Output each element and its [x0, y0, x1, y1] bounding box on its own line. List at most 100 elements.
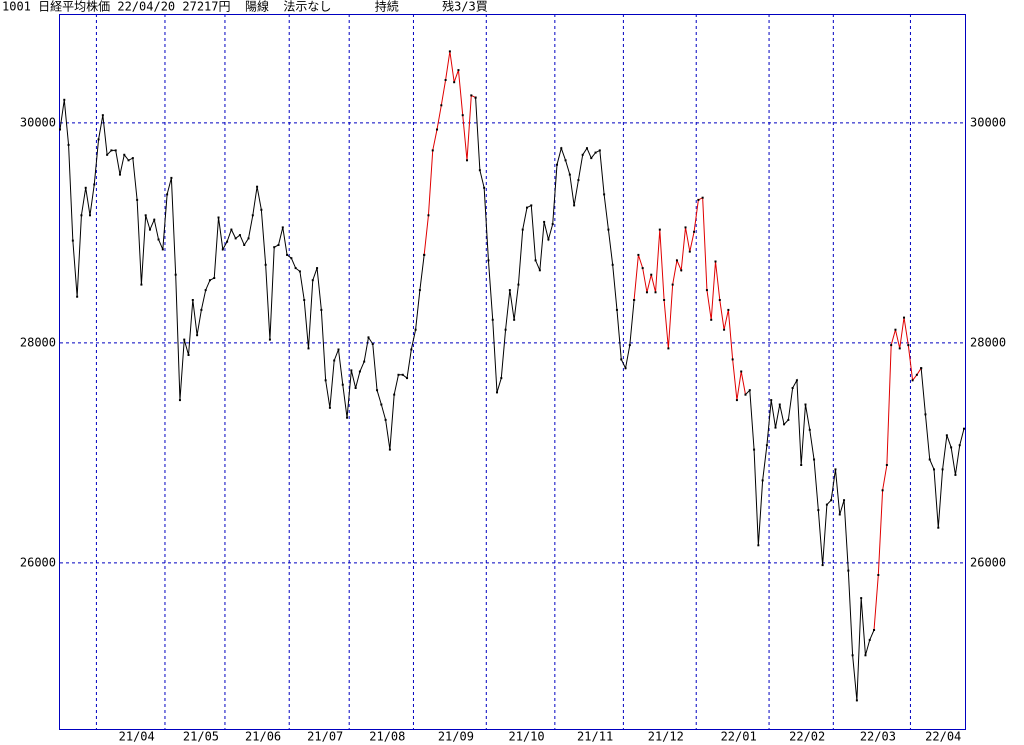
price-point: [298, 270, 301, 273]
price-point: [667, 347, 670, 350]
price-point: [114, 149, 117, 152]
price-point: [324, 379, 327, 382]
price-point: [161, 248, 164, 251]
y-tick-label-right: 28000: [970, 335, 1006, 349]
price-point: [624, 367, 627, 370]
price-point: [753, 448, 756, 451]
price-point: [654, 291, 657, 294]
price-point: [247, 237, 250, 240]
price-point: [200, 308, 203, 311]
price-point: [718, 299, 721, 301]
price-point: [290, 257, 293, 260]
price-point: [564, 159, 567, 162]
price-point: [950, 446, 953, 449]
price-point: [401, 373, 404, 376]
price-point: [508, 289, 511, 292]
price-point: [757, 544, 760, 547]
price-point: [637, 253, 640, 256]
price-point: [710, 318, 713, 321]
price-point: [376, 389, 379, 392]
price-point: [761, 479, 764, 482]
price-point: [941, 468, 944, 471]
price-point: [217, 216, 220, 219]
price-point: [491, 318, 494, 321]
price-point: [688, 250, 691, 253]
price-point: [80, 214, 83, 217]
price-point: [294, 267, 297, 270]
price-point: [701, 196, 704, 199]
price-point: [153, 218, 156, 221]
price-point: [191, 299, 194, 301]
price-point: [311, 279, 314, 282]
price-point: [765, 444, 768, 447]
price-point: [920, 367, 923, 370]
price-point: [341, 383, 344, 386]
price-point: [234, 237, 237, 240]
x-tick-label: 22/02: [789, 730, 825, 744]
x-tick-label: 21/07: [307, 730, 343, 744]
price-point: [496, 391, 499, 394]
price-point: [620, 358, 623, 361]
price-point: [855, 699, 858, 702]
price-point: [675, 259, 678, 262]
price-point: [560, 147, 563, 150]
price-point: [367, 336, 370, 339]
price-line: [59, 97, 965, 701]
price-point: [723, 328, 726, 331]
price-point: [770, 399, 773, 402]
price-point: [221, 248, 224, 251]
chart-title: 1001 日経平均株価 22/04/20 27217円 陽線 法示なし 持続 残…: [2, 0, 488, 14]
price-point: [363, 360, 366, 363]
plot-frame: [59, 14, 966, 730]
x-tick-label: 21/11: [577, 730, 613, 744]
price-point: [101, 114, 104, 117]
price-point: [63, 98, 66, 101]
price-point: [320, 308, 323, 311]
price-point: [243, 244, 246, 246]
price-point: [337, 348, 340, 351]
price-point: [277, 244, 280, 246]
price-point: [568, 173, 571, 176]
price-point: [187, 354, 190, 356]
price-point: [697, 198, 700, 201]
price-point: [937, 526, 940, 529]
x-tick-label: 21/05: [183, 730, 219, 744]
price-point: [183, 338, 186, 341]
price-point: [436, 128, 439, 131]
price-point: [877, 574, 880, 576]
price-point: [551, 223, 554, 226]
price-point: [457, 69, 460, 72]
price-point: [727, 308, 730, 311]
price-point: [607, 228, 610, 231]
price-point: [273, 246, 276, 249]
y-tick-label-right: 30000: [970, 115, 1006, 129]
price-point: [358, 370, 361, 373]
price-point: [744, 393, 747, 396]
price-point: [611, 263, 614, 266]
price-point: [890, 344, 893, 347]
price-point: [251, 214, 254, 217]
price-point: [410, 348, 413, 351]
price-point: [483, 186, 486, 189]
price-point: [406, 377, 409, 380]
price-point: [333, 359, 336, 362]
price-point: [466, 159, 469, 162]
price-point: [97, 138, 100, 141]
price-point: [204, 289, 207, 292]
price-point: [830, 499, 833, 502]
price-point: [573, 204, 576, 207]
price-point: [873, 629, 876, 631]
price-point: [928, 458, 931, 461]
price-point: [954, 473, 957, 476]
price-point: [350, 369, 353, 372]
price-point: [384, 418, 387, 421]
price-point: [517, 283, 520, 286]
price-point: [577, 179, 580, 182]
price-point: [813, 458, 816, 461]
price-point: [903, 316, 906, 319]
price-point: [590, 157, 593, 160]
price-point: [380, 403, 383, 406]
price-point: [658, 228, 661, 231]
price-point: [307, 347, 310, 350]
